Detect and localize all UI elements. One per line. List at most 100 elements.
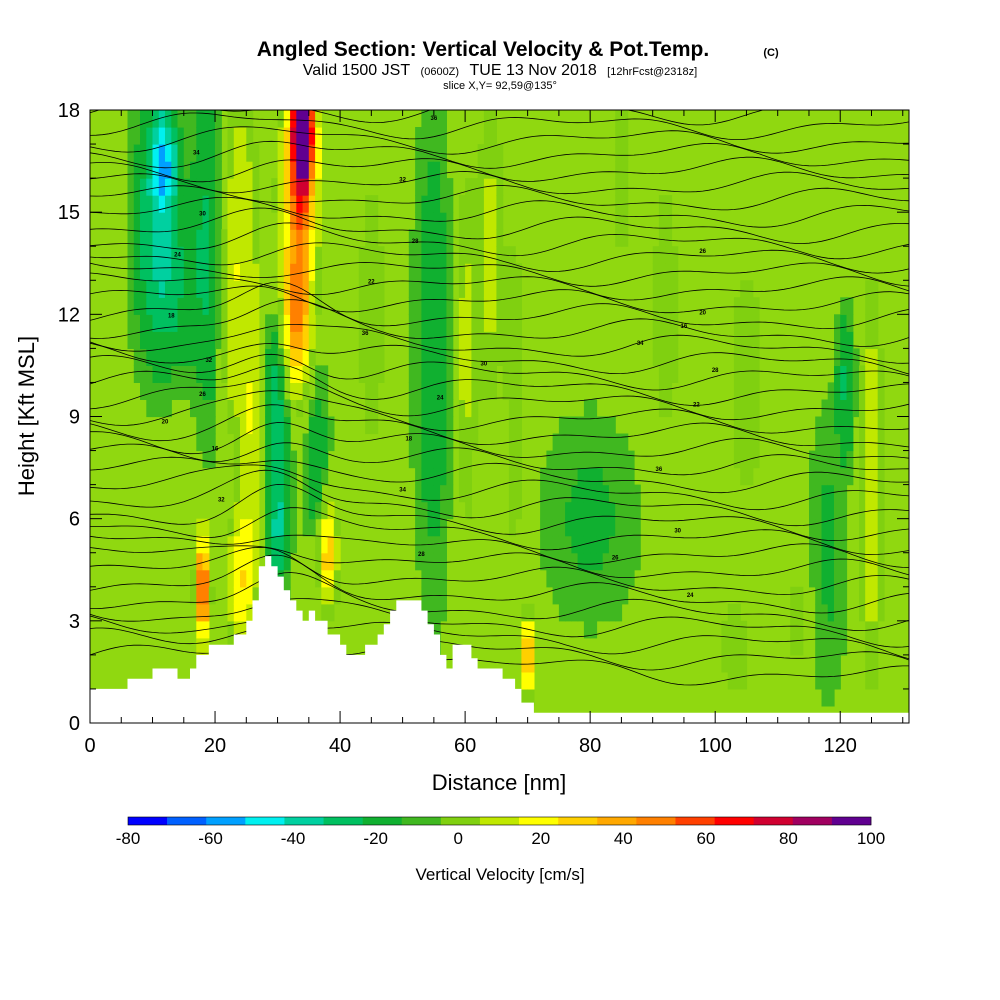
velocity-cell [458, 314, 466, 332]
velocity-cell [371, 280, 379, 298]
velocity-cell [127, 314, 135, 332]
velocity-cell [146, 229, 154, 247]
velocity-cell [158, 212, 166, 230]
velocity-cell [240, 161, 247, 179]
velocity-cell [733, 416, 741, 435]
velocity-cell [321, 399, 329, 418]
velocity-cell [196, 246, 204, 264]
velocity-cell [171, 314, 179, 332]
velocity-cell [371, 399, 379, 418]
velocity-cell [852, 365, 860, 383]
velocity-cell [483, 110, 491, 128]
velocity-cell [165, 263, 172, 281]
velocity-cell [615, 212, 623, 230]
velocity-cell [834, 348, 841, 366]
velocity-cell [196, 263, 204, 281]
velocity-cell [296, 212, 304, 230]
velocity-cell [615, 127, 623, 145]
velocity-cell [546, 569, 554, 588]
velocity-cell [133, 229, 141, 247]
velocity-cell [140, 314, 147, 332]
velocity-cell [733, 348, 741, 366]
velocity-cell [283, 229, 291, 247]
velocity-cell [752, 450, 760, 469]
velocity-cell [565, 518, 572, 537]
velocity-cell [233, 348, 241, 366]
velocity-cell [615, 467, 623, 486]
velocity-cell [440, 195, 447, 213]
velocity-cell [596, 484, 604, 503]
velocity-cell [421, 246, 429, 264]
velocity-cell [571, 535, 579, 554]
velocity-cell [208, 348, 216, 366]
velocity-cell [133, 110, 141, 128]
velocity-cell [240, 433, 247, 452]
velocity-cell [846, 467, 854, 486]
velocity-cell [490, 314, 497, 332]
velocity-cell [465, 263, 472, 281]
velocity-cell [202, 314, 210, 332]
slice-label: slice X,Y= 92,59@135° [443, 80, 557, 92]
y-tick-label: 9 [69, 407, 80, 429]
velocity-cell [227, 229, 235, 247]
velocity-cell [315, 365, 322, 383]
contour-line [90, 272, 909, 301]
velocity-cell [571, 552, 579, 571]
velocity-cell [859, 603, 866, 622]
velocity-cell [546, 552, 554, 571]
velocity-cell [202, 331, 210, 349]
velocity-cell [233, 433, 241, 452]
velocity-cell [190, 246, 197, 264]
velocity-cell [421, 127, 429, 145]
velocity-cell [846, 365, 854, 383]
velocity-cell [827, 586, 835, 605]
velocity-cell [446, 365, 454, 383]
velocity-cell [859, 535, 866, 554]
velocity-cell [246, 467, 254, 486]
velocity-cell [190, 314, 197, 332]
velocity-cell [133, 161, 141, 179]
contour-line [90, 483, 909, 542]
colorbar-swatch [245, 817, 285, 825]
velocity-cell [671, 280, 679, 298]
velocity-cell [190, 195, 197, 213]
velocity-cell [627, 467, 635, 486]
velocity-cell [227, 110, 235, 128]
velocity-cell [877, 552, 885, 571]
contour-label: 18 [405, 436, 412, 442]
colorbar-swatch [401, 817, 442, 825]
velocity-cell [508, 280, 516, 298]
colorbar-swatch [597, 817, 637, 825]
velocity-cell [590, 467, 598, 486]
velocity-cell [190, 263, 197, 281]
velocity-cell [177, 280, 185, 298]
velocity-cell [196, 552, 204, 571]
velocity-cell [283, 535, 291, 554]
velocity-cell [365, 399, 372, 418]
velocity-cell [283, 450, 291, 469]
velocity-cell [290, 365, 297, 383]
velocity-cell [158, 331, 166, 349]
contour-line [90, 342, 909, 375]
velocity-cell [508, 331, 516, 349]
velocity-cell [202, 127, 210, 145]
velocity-cell [321, 382, 329, 400]
contour-line [90, 281, 909, 330]
velocity-cell [590, 569, 598, 588]
velocity-cell [583, 416, 591, 435]
velocity-cell [471, 399, 479, 418]
velocity-cell [665, 280, 673, 298]
velocity-cell [483, 127, 491, 145]
colorbar-swatch [167, 817, 207, 825]
velocity-cell [321, 552, 329, 571]
velocity-cell [840, 297, 848, 315]
velocity-cell [196, 229, 204, 247]
velocity-cell [458, 263, 466, 281]
velocity-cell [440, 365, 447, 383]
velocity-cell [465, 501, 472, 520]
velocity-cell [240, 450, 247, 469]
velocity-cell [815, 654, 823, 673]
velocity-cell [277, 484, 285, 503]
velocity-cell [433, 263, 441, 281]
velocity-cell [215, 110, 222, 128]
